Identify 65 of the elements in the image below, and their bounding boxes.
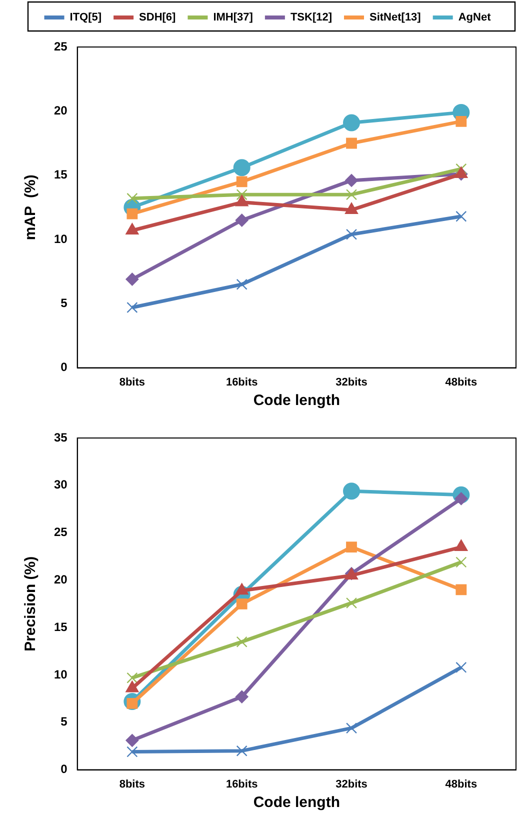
y-tick-label: 25 [54,39,68,54]
point [346,542,357,552]
x-tick-label: 32bits [336,376,368,388]
point [346,228,358,240]
legend-label: IMH[37] [213,12,254,24]
point [454,166,468,178]
point [454,540,468,552]
point [236,598,248,610]
legend-label: ITQ[5] [70,12,102,24]
y-tick-label: 25 [54,525,68,540]
point [343,114,360,132]
point [126,672,138,684]
x-axis-title: Code length [253,392,340,410]
point [126,208,138,220]
point [456,210,467,222]
y-tick-label: 0 [60,762,68,776]
point [126,192,138,204]
point [456,116,467,127]
point [126,302,138,314]
x-tick-label: 8bits [119,778,146,790]
x-tick-label: 16bits [226,376,258,388]
x-tick-label: 8bits [119,376,146,388]
point [236,278,248,290]
y-tick-label: 10 [54,232,68,246]
y-axis-title: mAP (%) [22,174,40,240]
point [346,138,357,149]
point [346,189,358,200]
x-tick-label: 32bits [336,778,368,790]
point [236,176,248,188]
point [126,734,139,747]
y-tick-label: 30 [54,478,68,492]
y-tick-label: 35 [54,430,68,444]
point [456,163,467,174]
x-axis-title: Code length [253,794,340,812]
point [456,556,467,568]
point [236,636,248,648]
y-tick-label: 5 [60,296,68,310]
point [345,174,358,187]
y-tick-label: 10 [54,667,68,682]
point [236,745,248,756]
y-tick-label: 15 [54,168,68,182]
y-tick-label: 0 [60,360,68,374]
point [456,584,467,596]
y-tick-label: 20 [54,572,68,587]
x-tick-label: 48bits [445,778,478,790]
legend-label: SDH[6] [139,12,176,24]
point [346,722,358,734]
point [126,272,139,286]
point [233,159,250,176]
y-axis-title: Precision (%) [22,556,40,652]
y-tick-label: 5 [60,714,68,729]
y-tick-label: 15 [54,620,68,634]
point [343,482,360,500]
point [346,597,358,608]
y-tick-label: 20 [54,103,68,118]
point [456,662,467,673]
point [126,746,138,758]
legend-label: SitNet[13] [370,12,422,24]
x-tick-label: 16bits [226,778,258,790]
legend-label: AgNet [458,12,492,24]
point [235,214,248,227]
point [236,189,248,200]
x-tick-label: 48bits [445,376,478,388]
legend-label: TSK[12] [290,12,332,24]
point [235,690,248,704]
